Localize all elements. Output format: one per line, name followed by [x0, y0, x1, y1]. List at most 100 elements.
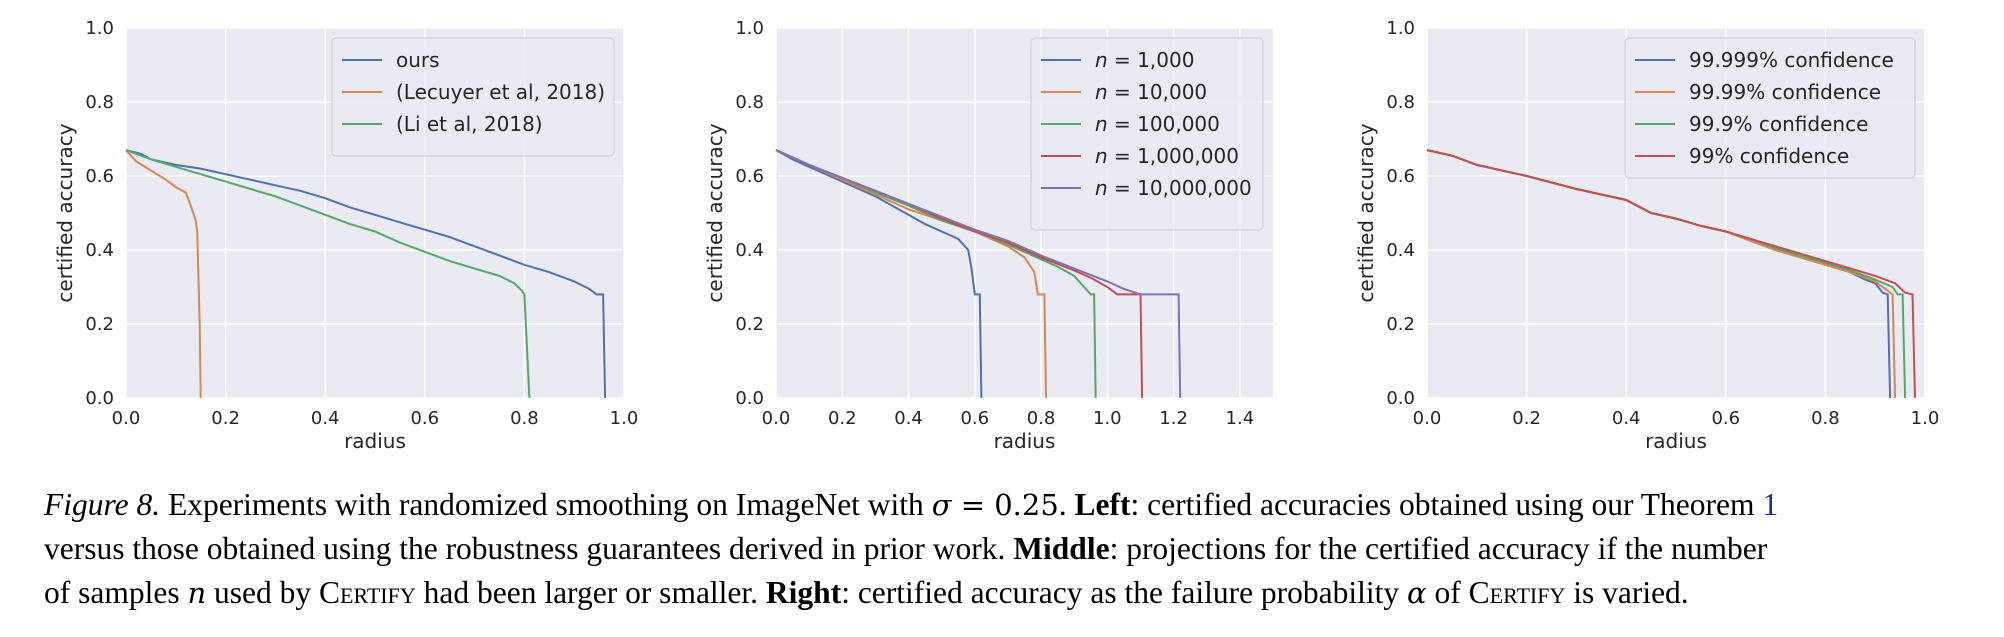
y-axis-label: certified accuracy	[1354, 123, 1378, 302]
x-tick-label: 0.8	[510, 408, 539, 429]
x-axis-label: radius	[1645, 429, 1707, 453]
caption-n-symbol: n	[187, 576, 207, 610]
caption-text: : certified accuracy as the failure prob…	[841, 575, 1408, 610]
legend-box	[1624, 37, 1916, 179]
legend-entry-label: (Lecuyer et al, 2018)	[396, 80, 605, 104]
legend-entry-label: n = 100,000	[1095, 112, 1220, 136]
caption-text: of samples	[44, 575, 188, 610]
chart-panel-3: 0.0 0.2 0.4 0.6 0.8 1.0 0.0 0.2 0.4 0.6 0.8 1.0 radi…	[1354, 18, 1939, 453]
legend-entry-label: (Li et al, 2018)	[396, 112, 543, 136]
caption-certify: Certify	[319, 575, 416, 610]
figure-caption: Figure 8. Experiments with randomized sm…	[44, 483, 1994, 615]
legend-n-value: = 1,000,000	[1108, 144, 1239, 168]
figure-charts: 0.0 0.2 0.4 0.6 0.8 1.0 0.0 0.2 0.4 0.6 0.8 1.0 radi…	[53, 18, 1939, 453]
x-tick-label: 0.6	[410, 408, 439, 429]
series-line-4	[1426, 149, 1916, 399]
y-tick-label: 0.2	[1386, 314, 1415, 335]
caption-text: : projections for the certified accuracy…	[1109, 531, 1768, 566]
x-tick-label: 1.0	[1911, 408, 1940, 429]
x-tick-label: 0.0	[112, 408, 141, 429]
caption-middle-label: Middle	[1013, 531, 1110, 566]
legend-n-value: = 10,000	[1108, 80, 1207, 104]
x-tick-label: 0.0	[762, 408, 791, 429]
legend-entry-label: n = 10,000,000	[1095, 176, 1252, 200]
legend-n-value: = 100,000	[1108, 112, 1220, 136]
caption-alpha-symbol: α	[1407, 576, 1427, 610]
caption-text: of	[1426, 575, 1469, 610]
legend-n-symbol: n	[1095, 48, 1108, 72]
x-tick-label: 0.2	[828, 408, 857, 429]
legend: ours (Lecuyer et al, 2018) (Li et al, 2018…	[331, 37, 615, 157]
caption-right-label: Right	[765, 575, 842, 610]
y-tick-label: 1.0	[735, 18, 764, 39]
y-tick-label: 0.0	[735, 388, 764, 409]
x-tick-label: 0.4	[311, 408, 340, 429]
x-axis-label: radius	[344, 429, 406, 453]
legend-entry-label: 99.9% confidence	[1689, 112, 1868, 136]
series-line-1	[125, 149, 607, 399]
y-tick-label: 0.2	[85, 314, 114, 335]
caption-sigma-symbol: σ	[931, 488, 952, 522]
caption-text: had been larger or smaller.	[415, 575, 766, 610]
y-tick-label: 1.0	[1386, 18, 1415, 39]
x-axis-label: radius	[994, 429, 1056, 453]
x-tick-label: 0.6	[960, 408, 989, 429]
y-tick-label: 0.0	[85, 388, 114, 409]
caption-line-1: Figure 8. Experiments with randomized sm…	[44, 483, 1994, 527]
theorem-link[interactable]: 1	[1762, 487, 1779, 522]
y-tick-label: 0.8	[1386, 92, 1415, 113]
caption-line-3: of samples n used by Certify had been la…	[44, 571, 1994, 615]
legend-entry-label: 99.99% confidence	[1689, 80, 1881, 104]
legend-n-symbol: n	[1095, 144, 1108, 168]
y-tick-label: 0.2	[735, 314, 764, 335]
chart-panel-2: 0.0 0.2 0.4 0.6 0.8 1.0 1.2 1.4 0.0 0.2 0.4 0.6 0.8 1…	[703, 18, 1273, 453]
y-tick-label: 0.4	[85, 240, 114, 261]
legend-n-symbol: n	[1095, 112, 1108, 136]
y-tick-label: 1.0	[85, 18, 114, 39]
x-tick-label: 1.4	[1226, 408, 1255, 429]
caption-certify: Certify	[1468, 575, 1566, 610]
series-line-3	[125, 149, 531, 399]
legend-entry-label: n = 10,000	[1095, 80, 1207, 104]
x-tick-label: 0.6	[1711, 408, 1740, 429]
y-tick-label: 0.8	[85, 92, 114, 113]
x-tick-label: 0.0	[1413, 408, 1442, 429]
legend-entry-label: ours	[396, 48, 440, 72]
caption-text: : certified accuracies obtained using ou…	[1130, 487, 1763, 522]
chart-panel-1: 0.0 0.2 0.4 0.6 0.8 1.0 0.0 0.2 0.4 0.6 0.8 1.0 radi…	[53, 18, 638, 453]
legend-n-symbol: n	[1095, 176, 1108, 200]
x-tick-label: 0.4	[1612, 408, 1641, 429]
legend-entry-label: 99.999% confidence	[1689, 48, 1894, 72]
y-axis-label: certified accuracy	[703, 123, 727, 302]
x-tick-label: 0.8	[1027, 408, 1056, 429]
caption-text: .	[1058, 487, 1075, 522]
x-tick-label: 1.0	[610, 408, 639, 429]
y-tick-label: 0.6	[1386, 166, 1415, 187]
legend-box	[1030, 37, 1264, 231]
x-tick-label: 1.2	[1159, 408, 1188, 429]
legend: 99.999% confidence 99.99% confidence 99.9%…	[1624, 37, 1916, 179]
y-tick-label: 0.0	[1386, 388, 1415, 409]
legend-entry-label: n = 1,000	[1095, 48, 1194, 72]
caption-sigma-value: = 0.25	[951, 488, 1059, 522]
caption-text: Experiments with randomized smoothing on…	[160, 487, 932, 522]
legend-n-value: = 1,000	[1108, 48, 1195, 72]
x-tick-label: 0.4	[894, 408, 923, 429]
caption-text: used by	[206, 575, 320, 610]
series-line-2	[125, 149, 202, 399]
x-tick-label: 1.0	[1093, 408, 1122, 429]
y-tick-label: 0.4	[735, 240, 764, 261]
caption-text: versus those obtained using the robustne…	[44, 531, 1014, 566]
legend-entry-label: n = 1,000,000	[1095, 144, 1239, 168]
y-tick-label: 0.8	[735, 92, 764, 113]
legend-n-symbol: n	[1095, 80, 1108, 104]
series-line-1	[775, 149, 983, 399]
legend-box	[331, 37, 615, 157]
legend-n-value: = 10,000,000	[1108, 176, 1252, 200]
y-tick-label: 0.6	[735, 166, 764, 187]
y-tick-label: 0.6	[85, 166, 114, 187]
caption-text: is varied.	[1565, 575, 1689, 610]
x-tick-label: 0.2	[1512, 408, 1541, 429]
x-tick-label: 0.2	[211, 408, 240, 429]
